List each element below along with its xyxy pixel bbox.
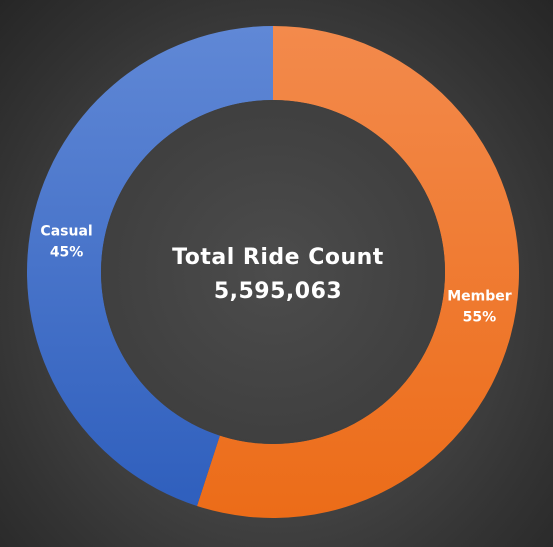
slice-label-member: Member (447, 289, 512, 305)
slice-label-casual: Casual (40, 223, 92, 239)
slice-percent-member: 55% (463, 310, 497, 326)
donut-hole (101, 100, 445, 444)
center-value: 5,595,063 (214, 279, 342, 304)
slice-percent-casual: 45% (50, 244, 84, 260)
slice-casual (27, 26, 274, 506)
center-title: Total Ride Count (172, 245, 384, 270)
slices-layer (27, 26, 520, 519)
slice-labels: Member 55% Casual 45% (40, 223, 511, 325)
slice-member (196, 26, 520, 519)
